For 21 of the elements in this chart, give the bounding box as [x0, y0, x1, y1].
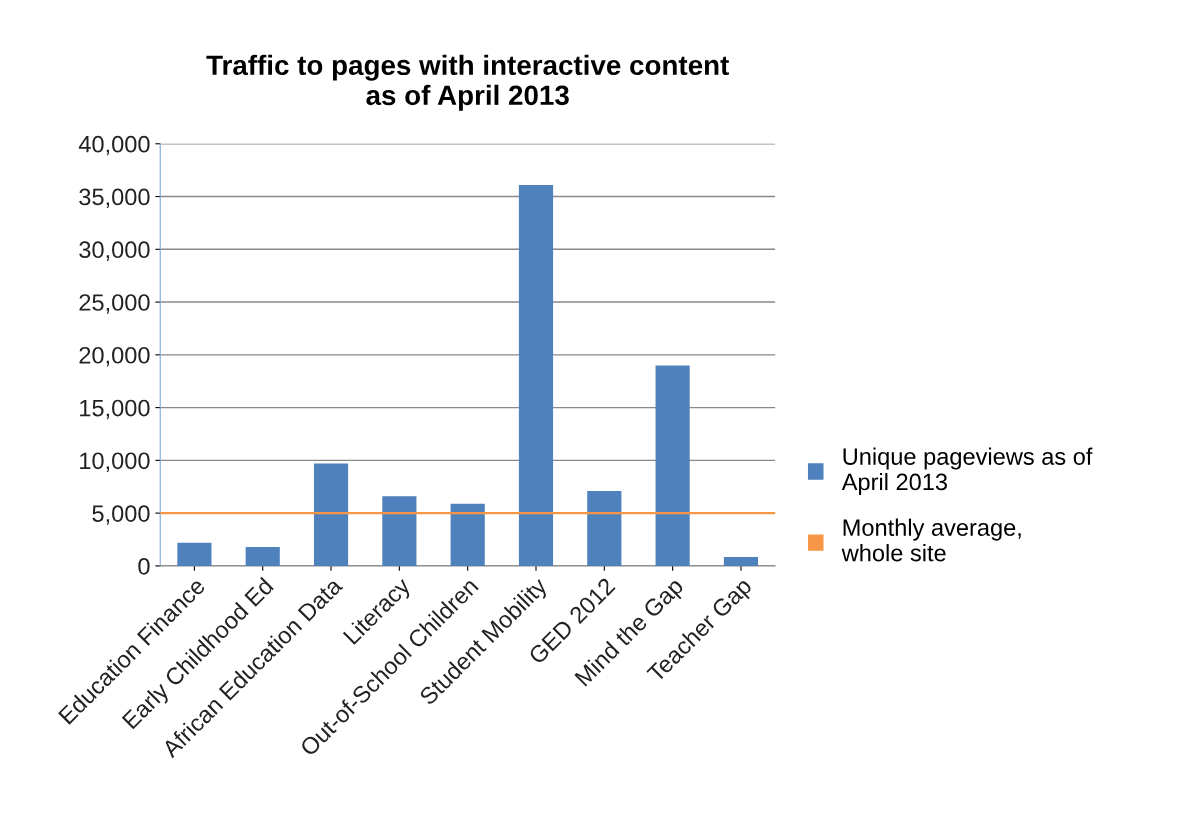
y-tick-label: 30,000	[79, 241, 150, 261]
y-tick-label: 35,000	[79, 188, 150, 209]
bar	[245, 546, 280, 566]
y-tick-label: 40,000	[78, 135, 150, 156]
bar	[313, 463, 349, 566]
legend-label: Monthly average, whole site	[841, 518, 1021, 562]
y-tick-label: 0	[138, 557, 150, 575]
legend-label: Unique pageviews as of April 2013	[841, 447, 1093, 495]
bar	[177, 542, 212, 566]
y-tick-label: 15,000	[80, 399, 150, 420]
y-tick-label: 10,000	[80, 452, 150, 472]
y-tick-label: 5,000	[92, 505, 150, 525]
bar	[450, 503, 485, 566]
bar	[518, 184, 554, 566]
y-tick-label: 25,000	[79, 294, 150, 314]
bar	[655, 365, 690, 566]
bar	[723, 556, 759, 566]
bar	[382, 496, 417, 566]
bar	[587, 490, 622, 566]
y-tick-label: 20,000	[79, 346, 150, 367]
chart-title: Traffic to pages with interactive content as of April 2013	[206, 54, 729, 111]
